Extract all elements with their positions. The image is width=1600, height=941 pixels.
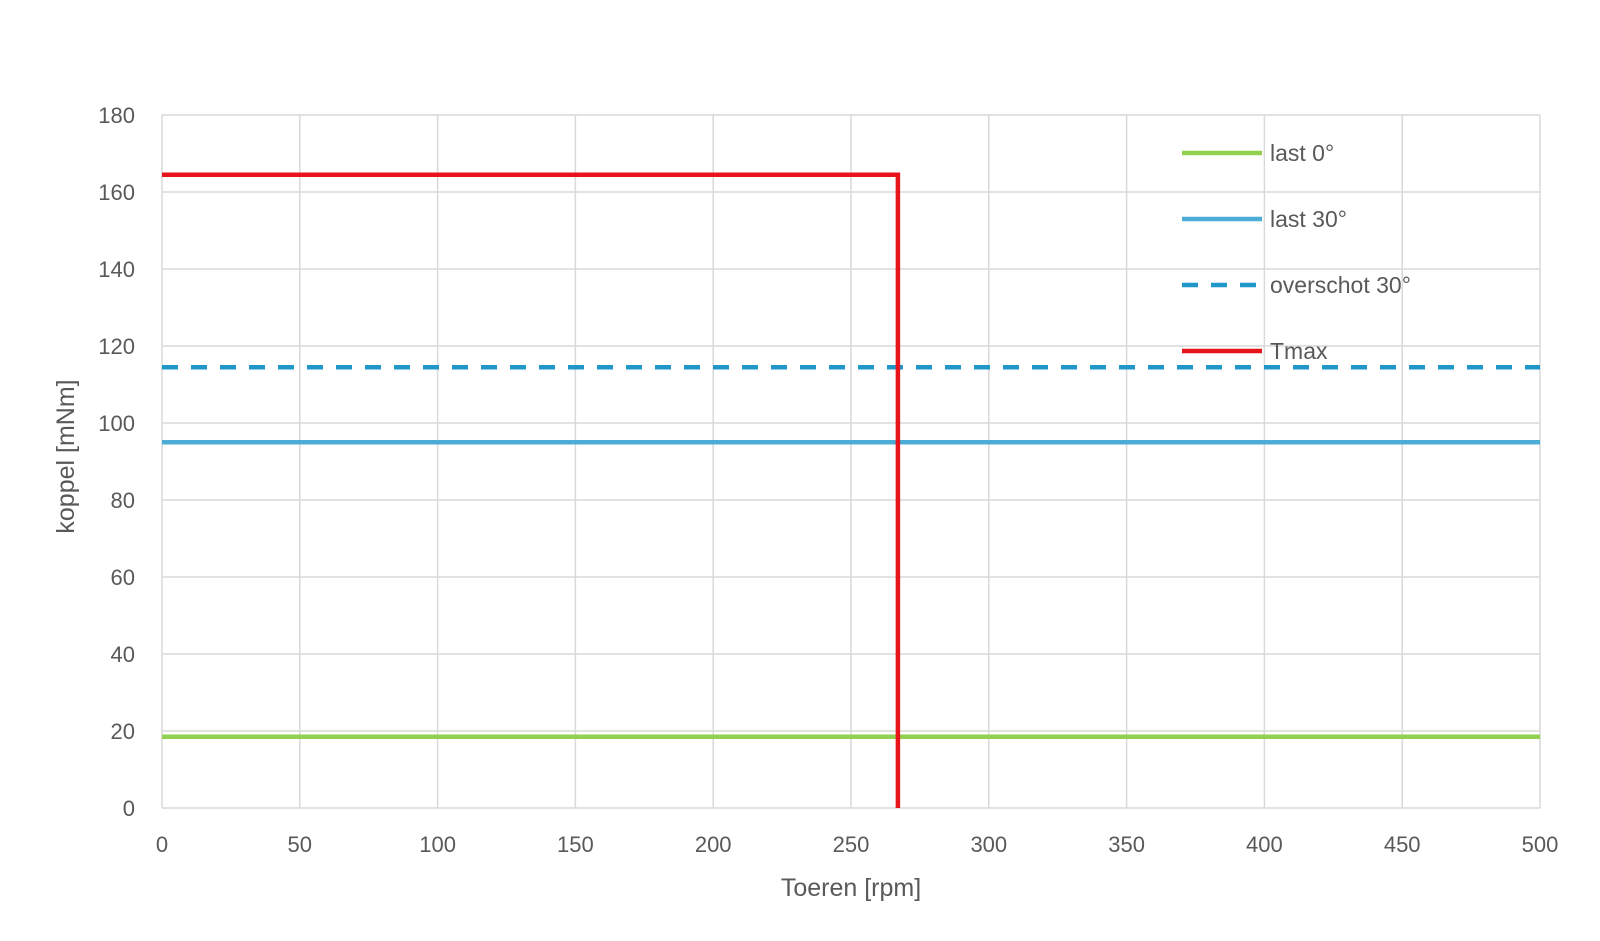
series-line-3 — [162, 172, 901, 808]
x-tick-label: 250 — [833, 832, 870, 857]
axes: 0 20 40 60 80 100 120 140 160 180 0 50 100 150 200 250 3… — [98, 103, 1558, 857]
legend: last 0° last 30° overschot 30° Tmax — [1182, 140, 1411, 364]
x-tick-label: 50 — [288, 832, 312, 857]
x-tick-label: 100 — [419, 832, 456, 857]
legend-label-1: last 30° — [1270, 206, 1347, 232]
x-tick-label: 0 — [156, 832, 168, 857]
x-tick-label: 500 — [1522, 832, 1559, 857]
x-tick-label: 150 — [557, 832, 594, 857]
y-tick-label: 140 — [98, 257, 135, 282]
y-tick-label: 120 — [98, 334, 135, 359]
y-tick-label: 80 — [111, 488, 135, 513]
x-tick-label: 300 — [970, 832, 1007, 857]
legend-label-0: last 0° — [1270, 140, 1334, 166]
series — [162, 172, 1540, 808]
y-axis-title: koppel [mNm] — [52, 379, 80, 533]
y-tick-label: 60 — [111, 565, 135, 590]
x-axis-title: Toeren [rpm] — [781, 874, 921, 902]
y-tick-label: 100 — [98, 411, 135, 436]
y-tick-label: 180 — [98, 103, 135, 128]
y-tick-label: 40 — [111, 642, 135, 667]
x-tick-label: 400 — [1246, 832, 1283, 857]
x-tick-label: 450 — [1384, 832, 1421, 857]
legend-label-2: overschot 30° — [1270, 272, 1411, 298]
y-tick-label: 0 — [123, 796, 135, 821]
x-tick-label: 200 — [695, 832, 732, 857]
x-tick-label: 350 — [1108, 832, 1145, 857]
y-tick-label: 20 — [111, 719, 135, 744]
grid — [161, 114, 1541, 809]
y-tick-label: 160 — [98, 180, 135, 205]
legend-label-3: Tmax — [1270, 338, 1328, 364]
